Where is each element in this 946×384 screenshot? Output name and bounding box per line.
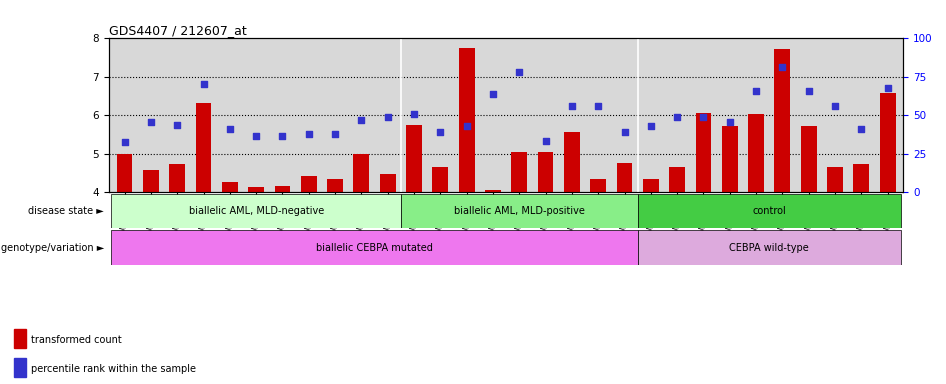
Point — [354, 117, 369, 123]
Bar — [485, 190, 500, 192]
Bar — [432, 167, 448, 192]
Point — [117, 139, 132, 145]
FancyBboxPatch shape — [401, 194, 638, 228]
Bar — [327, 179, 343, 192]
Bar — [590, 179, 606, 192]
Point — [249, 133, 264, 139]
Bar — [143, 170, 159, 192]
Point — [432, 129, 447, 136]
Bar — [722, 126, 738, 192]
Bar — [196, 103, 211, 192]
Text: biallelic AML, MLD-negative: biallelic AML, MLD-negative — [188, 206, 324, 216]
Point — [670, 114, 685, 120]
Bar — [617, 163, 633, 192]
Text: CEBPA wild-type: CEBPA wild-type — [729, 243, 809, 253]
Text: biallelic CEBPA mutated: biallelic CEBPA mutated — [316, 243, 433, 253]
Point — [748, 88, 763, 94]
Bar — [669, 167, 685, 192]
Point — [380, 114, 395, 120]
Bar — [301, 176, 317, 192]
Point — [407, 111, 422, 117]
Bar — [801, 126, 816, 192]
Bar — [354, 154, 369, 192]
Bar — [274, 186, 290, 192]
Point — [169, 122, 184, 128]
Point — [565, 103, 580, 109]
Bar — [880, 93, 896, 192]
Point — [801, 88, 816, 94]
Text: biallelic AML, MLD-positive: biallelic AML, MLD-positive — [454, 206, 585, 216]
Point — [880, 84, 895, 91]
Bar — [459, 48, 475, 192]
Bar — [564, 132, 580, 192]
Point — [853, 126, 868, 132]
Bar — [827, 167, 843, 192]
Point — [722, 119, 737, 125]
Point — [512, 69, 527, 75]
Point — [828, 103, 843, 109]
Bar — [775, 49, 790, 192]
Point — [617, 129, 632, 136]
Bar — [406, 125, 422, 192]
FancyBboxPatch shape — [112, 194, 401, 228]
Bar — [853, 164, 869, 192]
Bar — [512, 152, 527, 192]
Point — [196, 81, 211, 87]
Point — [485, 91, 500, 97]
Point — [538, 138, 553, 144]
Point — [222, 126, 237, 132]
Point — [775, 64, 790, 70]
Bar — [748, 114, 764, 192]
Point — [275, 133, 290, 139]
Bar — [169, 164, 185, 192]
FancyBboxPatch shape — [112, 230, 638, 265]
Point — [301, 131, 316, 137]
Text: control: control — [752, 206, 786, 216]
Bar — [248, 187, 264, 192]
Point — [590, 103, 605, 109]
Point — [327, 131, 342, 137]
Bar — [222, 182, 237, 192]
Bar — [379, 174, 395, 192]
Text: disease state ►: disease state ► — [28, 206, 104, 216]
Bar — [643, 179, 658, 192]
Text: genotype/variation ►: genotype/variation ► — [1, 243, 104, 253]
Point — [459, 123, 474, 129]
Bar — [695, 113, 711, 192]
Bar — [116, 154, 132, 192]
Point — [643, 123, 658, 129]
Bar — [14, 358, 26, 377]
Text: percentile rank within the sample: percentile rank within the sample — [30, 364, 196, 374]
Point — [696, 114, 711, 120]
Point — [144, 119, 159, 125]
FancyBboxPatch shape — [638, 230, 901, 265]
Text: GDS4407 / 212607_at: GDS4407 / 212607_at — [109, 24, 247, 37]
Text: transformed count: transformed count — [30, 334, 121, 344]
Bar — [537, 152, 553, 192]
Bar — [14, 328, 26, 348]
FancyBboxPatch shape — [638, 194, 901, 228]
